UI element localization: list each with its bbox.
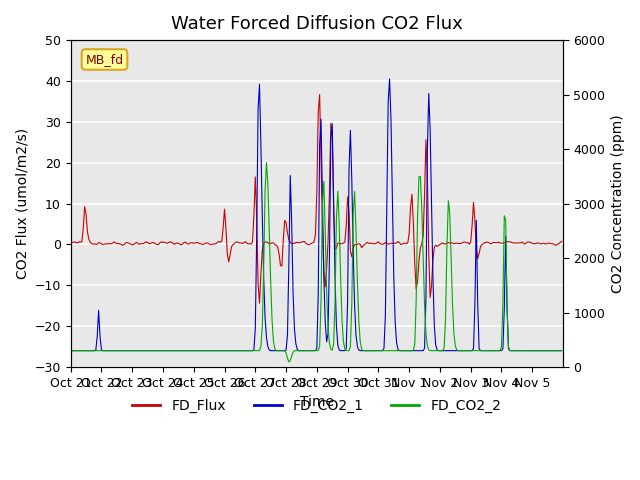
Title: Water Forced Diffusion CO2 Flux: Water Forced Diffusion CO2 Flux bbox=[171, 15, 463, 33]
X-axis label: Time: Time bbox=[300, 396, 334, 409]
Y-axis label: CO2 Flux (umol/m2/s): CO2 Flux (umol/m2/s) bbox=[15, 128, 29, 279]
Legend: FD_Flux, FD_CO2_1, FD_CO2_2: FD_Flux, FD_CO2_1, FD_CO2_2 bbox=[127, 394, 507, 419]
Text: MB_fd: MB_fd bbox=[85, 53, 124, 66]
Y-axis label: CO2 Concentration (ppm): CO2 Concentration (ppm) bbox=[611, 114, 625, 293]
